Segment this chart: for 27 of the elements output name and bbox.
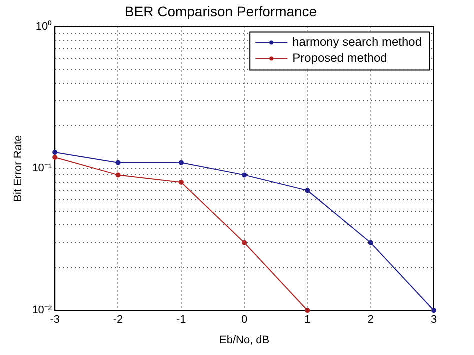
point bbox=[52, 150, 58, 156]
y-tick-label: 10⁰ bbox=[36, 20, 52, 33]
chart-title: BER Comparison Performance bbox=[124, 3, 318, 20]
legend-label: Proposed method bbox=[292, 51, 388, 66]
point bbox=[178, 180, 184, 185]
x-tick-label: -1 bbox=[176, 314, 186, 326]
point bbox=[305, 308, 310, 314]
point bbox=[432, 308, 436, 314]
point bbox=[242, 240, 248, 246]
legend-label: harmony search method bbox=[292, 35, 422, 50]
x-tick-label: -2 bbox=[113, 314, 124, 326]
point bbox=[116, 172, 121, 178]
point bbox=[52, 154, 58, 160]
x-tick-label: 2 bbox=[368, 314, 374, 326]
x-tick-label: 3 bbox=[430, 314, 438, 326]
point bbox=[116, 160, 121, 166]
x-tick-label: -3 bbox=[50, 314, 60, 326]
x-axis-title: Eb/No, dB bbox=[219, 334, 270, 346]
point bbox=[242, 172, 248, 178]
x-tick-label: 0 bbox=[241, 314, 248, 326]
point bbox=[305, 188, 310, 194]
point bbox=[368, 240, 374, 246]
point bbox=[178, 160, 184, 166]
y-axis-title: Bit Error Rate bbox=[12, 135, 25, 202]
x-tick-label: 1 bbox=[304, 314, 311, 326]
y-tick-label: 10⁻¹ bbox=[32, 162, 52, 175]
y-tick-label: 10⁻² bbox=[32, 304, 52, 317]
